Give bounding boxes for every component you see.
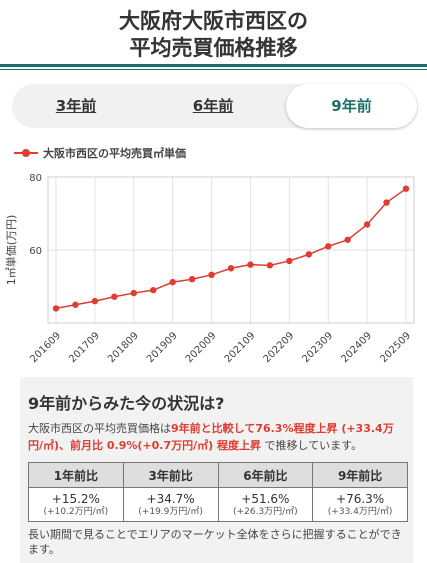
comparison-table: 1年前比 3年前比 6年前比 9年前比 +15.2% (+10.2万円/㎡) +3… [28,462,408,522]
cell-9-years-pct: +76.3% [336,491,385,506]
data-point [344,236,351,243]
cell-1-year-amount: (+10.2万円/㎡) [43,506,109,517]
status-heading: 9年前からみた今の状況は? [28,394,225,413]
legend-label: 大阪市西区の平均売買㎡単価 [43,147,186,160]
status-panel: 9年前からみた今の状況は? 大阪市西区の平均売買価格は9年前と比較して76.3%… [20,377,413,563]
cell-9-years: +76.3% (+33.4万円/㎡) [312,487,408,522]
data-point [150,286,157,294]
header-1-year: 1年前比 [28,462,124,488]
data-point [247,261,254,268]
data-point [305,251,312,258]
tab-9-years-label: 9年前 [331,97,372,115]
page-title-line2: 平均売買価格推移 [129,36,298,60]
tab-9-years[interactable]: 9年前 [286,84,417,128]
x-tick-label: 201709 [67,330,102,365]
x-tick-label: 202209 [262,330,297,365]
data-point [169,278,176,286]
x-tick-label: 201809 [106,330,141,365]
comparison-header-row: 1年前比 3年前比 6年前比 9年前比 [28,462,408,488]
price-line-chart: 60 80 1㎡単価(万円) 201609 201709 201809 201909 2020… [4,173,415,365]
header-3-years: 3年前比 [122,462,219,488]
status-description: 大阪市西区の平均売買価格は9年前と比較して76.3%程度上昇 (+33.4万円/… [28,420,408,454]
data-point [286,257,293,265]
period-tab-bar: 3年前 6年前 9年前 [12,84,417,128]
x-tick-label: 202409 [339,330,374,365]
data-point [363,221,371,228]
x-tick-label: 201909 [145,330,180,365]
data-point [72,301,79,308]
x-tick-label: 202109 [223,330,258,365]
cell-3-years-amount: (+19.9万円/㎡) [138,506,203,517]
cell-1-year: +15.2% (+10.2万円/㎡) [28,487,124,522]
cell-6-years: +51.6% (+26.3万円/㎡) [217,487,314,522]
data-point [130,289,137,297]
data-point [266,262,274,269]
x-tick-label: 202509 [378,330,413,365]
cell-3-years: +34.7% (+19.9万円/㎡) [122,487,219,522]
series-line [55,188,407,310]
title-divider-thin [0,69,427,70]
status-suffix: で推移しています。 [261,439,363,452]
data-point [91,297,99,305]
plot-area-frame [47,176,415,324]
cell-1-year-pct: +15.2% [51,491,100,506]
data-point [227,265,235,272]
status-prefix: 大阪市西区の平均売買価格は [28,422,171,435]
cell-3-years-pct: +34.7% [146,491,195,506]
data-point [208,271,215,279]
y-tick-label: 80 [29,173,42,184]
page-title-line1: 大阪府大阪市西区の [119,9,308,33]
data-point [383,199,390,206]
data-point [402,185,410,192]
footnote: 長い期間で見ることでエリアのマーケット全体をさらに把握することができます。 [28,528,402,556]
x-tick-label: 202309 [301,330,336,365]
data-point [52,305,60,312]
tab-6-years[interactable]: 6年前 [149,84,277,128]
title-divider [0,64,427,67]
x-tick-label: 201609 [28,330,63,365]
data-point [188,276,196,283]
status-highlight: 9年前と比較して76.3%程度上昇 (+33.4万円/㎡)、前月比 0.9%(+… [28,422,394,452]
chart-legend[interactable]: 大阪市西区の平均売買㎡単価 [14,145,186,161]
header-9-years: 9年前比 [312,462,408,488]
tab-3-years[interactable]: 3年前 [12,84,140,128]
comparison-value-row: +15.2% (+10.2万円/㎡) +34.7% (+19.9万円/㎡) +51.… [28,487,408,522]
data-point [111,293,118,300]
y-axis-label: 1㎡単価(万円) [4,215,18,286]
cell-9-years-amount: (+33.4万円/㎡) [327,506,393,517]
legend-line-marker-icon [14,147,38,159]
y-tick-label: 60 [29,246,42,257]
page-title: 大阪府大阪市西区の 平均売買価格推移 [0,8,427,62]
tab-6-years-label: 6年前 [192,97,234,115]
data-point [325,243,332,250]
header-6-years: 6年前比 [217,462,314,488]
tab-3-years-label: 3年前 [55,97,97,115]
cell-6-years-amount: (+26.3万円/㎡) [233,506,298,517]
x-tick-label: 202009 [184,330,219,365]
cell-6-years-pct: +51.6% [241,491,290,506]
